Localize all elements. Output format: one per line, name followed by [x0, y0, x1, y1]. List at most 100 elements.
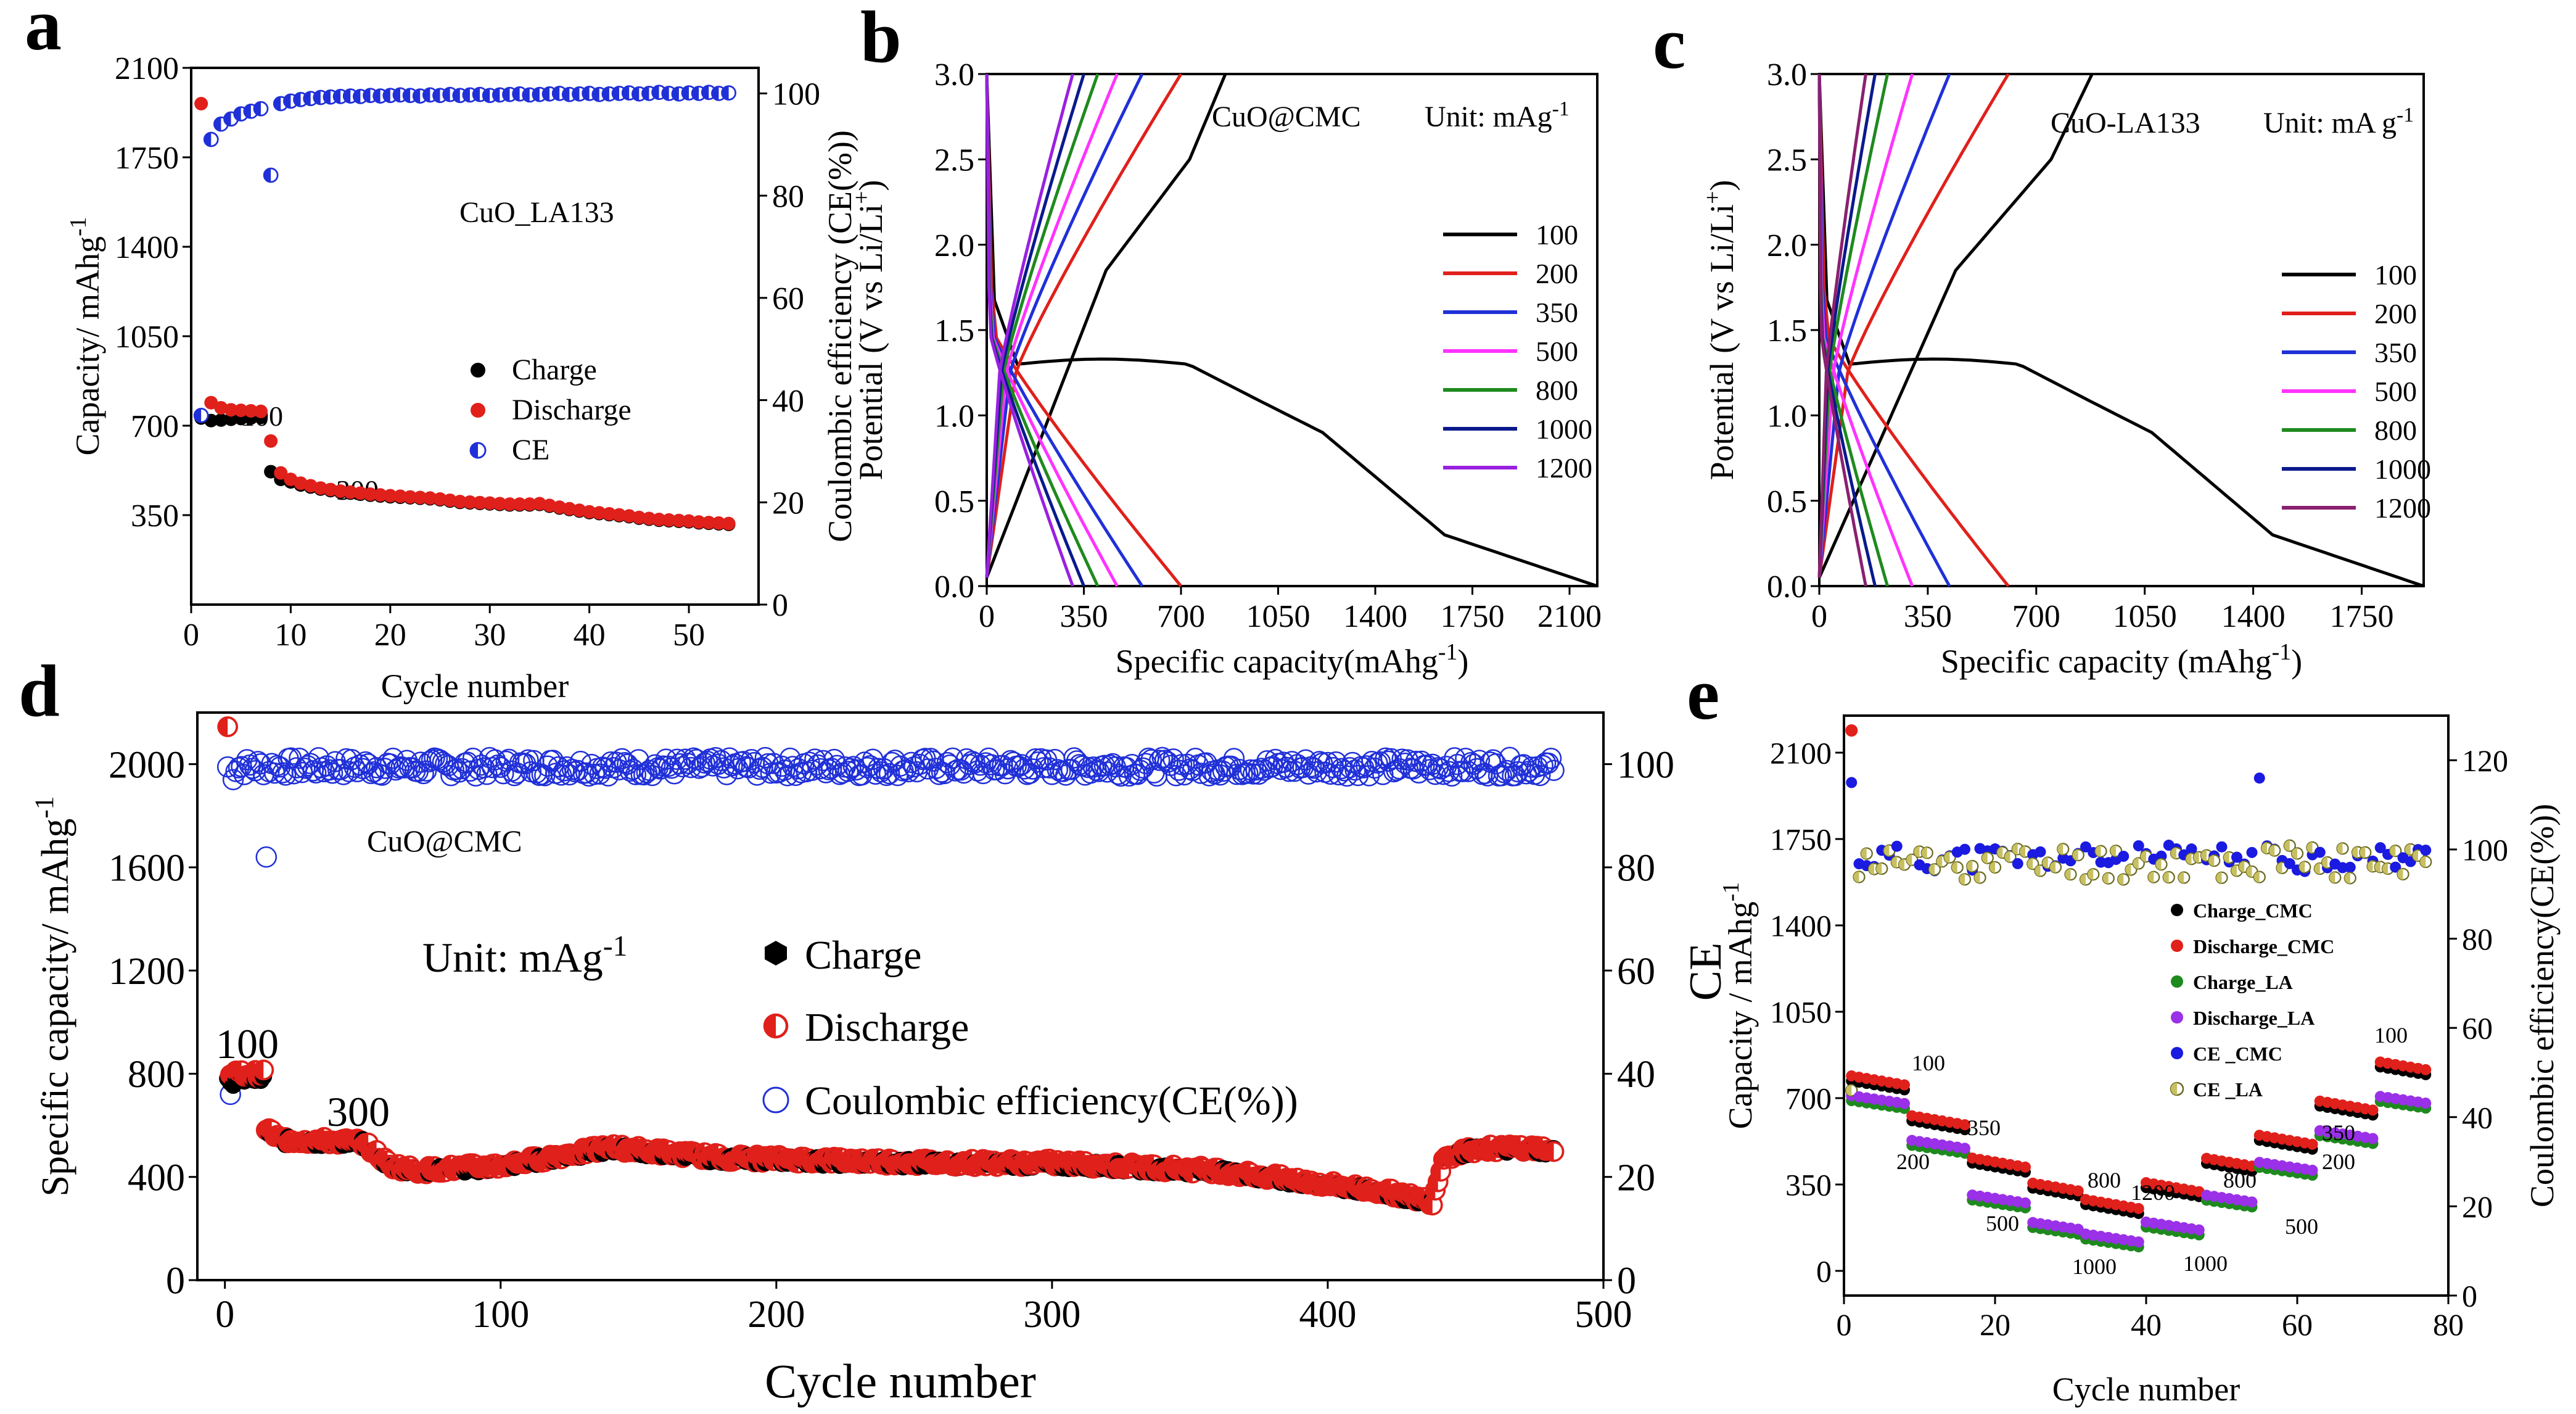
d-ce-point	[360, 763, 382, 785]
e-ce-la-point-half	[2118, 874, 2124, 885]
a-discharge-point	[323, 482, 337, 497]
b-legend-label: 1000	[1536, 413, 1592, 445]
d-ce-point	[1140, 749, 1162, 771]
a-discharge-point	[473, 495, 487, 510]
d-ce-point	[1543, 759, 1565, 781]
a-ce-point-half	[463, 88, 470, 102]
a-discharge-point	[373, 488, 387, 502]
d-ce-point	[1003, 751, 1024, 773]
a-ce-point-half	[592, 88, 599, 102]
a-legend-ce: CE	[512, 434, 549, 466]
e-discharge-cmc-point	[1959, 1119, 1970, 1131]
e-ce-la-point-half	[2405, 843, 2411, 855]
d-y2tick-label: 100	[1617, 744, 1674, 786]
a-annotation: CuO_LA133	[459, 196, 614, 229]
d-xtick-label: 300	[1023, 1294, 1080, 1336]
b-ytick-label: 0.5	[934, 484, 974, 519]
e-ylabel: Capacity / mAhg-1	[1718, 882, 1759, 1129]
e-legend-label: CE _LA	[2193, 1078, 2263, 1101]
e-ce-la-point-half	[2095, 845, 2101, 857]
e-ce-la-point-half	[2163, 872, 2169, 883]
e-ce-cmc-point	[1891, 840, 1903, 852]
d-ce-point	[1356, 755, 1377, 777]
a-ce-point-half	[294, 93, 301, 107]
e-ce-cmc-point	[2390, 861, 2401, 873]
a-discharge-point	[642, 511, 656, 526]
c-xlabel: Specific capacity (mAhg-1)	[1941, 639, 2302, 680]
b-charge-curve-100	[985, 73, 1227, 579]
d-xtick-label: 400	[1299, 1294, 1356, 1336]
d-ce-point	[1165, 765, 1187, 787]
d-y2tick-label: 0	[1617, 1260, 1636, 1302]
a-discharge-point	[433, 492, 447, 506]
e-ce-la-point-half	[2231, 865, 2237, 877]
e-ce-la-point-half	[2020, 846, 2025, 858]
e-ce-la-point-half	[2027, 858, 2033, 870]
e-ce-la-point-half	[2360, 846, 2366, 858]
a-ce-point-half	[553, 86, 560, 101]
c-charge-curve-350	[1817, 73, 1951, 578]
e-legend-label: Discharge_LA	[2193, 1007, 2315, 1029]
b-ytick-label: 1.0	[934, 399, 974, 434]
a-discharge-point	[453, 495, 467, 509]
a-discharge-point	[403, 490, 418, 504]
a-discharge-point	[274, 466, 288, 480]
panel-d: d0 100 200 300 400 50004008001200160020000204…	[19, 650, 1731, 1408]
a-discharge-point	[562, 502, 577, 516]
a-discharge-point	[602, 506, 616, 521]
e-xtick-label: 40	[2131, 1307, 2162, 1342]
a-ce-point-half	[334, 89, 341, 104]
d-legend-discharge: Discharge	[805, 1005, 969, 1050]
e-ce-la-point-half	[1853, 871, 1859, 883]
e-ce-la-point-half	[2208, 855, 2215, 867]
a-xtick-label: 40	[574, 618, 606, 653]
e-ce-la-point-half	[2329, 872, 2335, 883]
b-discharge-curve-1000	[985, 73, 1085, 587]
a-ytick-label: 1050	[115, 320, 179, 355]
d-ce-point	[228, 757, 250, 779]
d-ce-point	[799, 751, 820, 773]
a-xtick-label: 10	[274, 618, 307, 653]
d-ytick-label: 0	[166, 1260, 185, 1302]
e-discharge-cmc-point	[2133, 1202, 2144, 1214]
e-ce-la-point-half	[2088, 869, 2094, 880]
a-discharge-point	[592, 506, 606, 520]
a-xtick-label: 30	[474, 618, 506, 653]
a-legend-ce-marker-half	[471, 443, 478, 458]
e-ce-la-point-half	[2276, 862, 2282, 874]
d-y2tick-label: 80	[1617, 848, 1655, 890]
e-ce-la-point-half	[2133, 858, 2139, 869]
e-ytick-label: 2100	[1770, 736, 1832, 771]
b-xtick-label: 1050	[1246, 599, 1311, 634]
a-y2tick-label: 100	[772, 77, 820, 112]
b-legend-label: 500	[1536, 336, 1578, 367]
b-ytick-label: 2.0	[934, 228, 974, 263]
c-legend-label: 200	[2374, 298, 2417, 329]
d-ce-point	[1264, 748, 1286, 771]
b-charge-curve-500	[985, 73, 1119, 578]
d-ce-point	[255, 846, 278, 868]
e-ce-la-point-half	[2306, 841, 2313, 853]
a-discharge-point	[264, 434, 278, 448]
e-ce-la-point-half	[1883, 845, 1890, 856]
a-discharge-point	[493, 497, 507, 511]
d-xtick-label: 200	[747, 1294, 805, 1336]
e-ce-la-point-half	[1981, 852, 1988, 864]
a-ce-point-half	[662, 86, 669, 101]
a-xtick-label: 0	[183, 618, 199, 653]
e-xtick-label: 80	[2433, 1307, 2464, 1342]
a-discharge-point	[313, 481, 327, 495]
e-discharge-la-point	[2193, 1224, 2205, 1236]
d-ce-point	[895, 759, 917, 780]
e-ytick-label: 350	[1785, 1168, 1832, 1202]
d-discharge-point-half	[254, 1060, 264, 1080]
d-y2tick-label: 20	[1617, 1157, 1655, 1199]
e-legend-label: Charge_LA	[2193, 971, 2293, 993]
e-ce-la-point-half	[2057, 843, 2064, 855]
d-ce-point	[1309, 751, 1330, 772]
d-discharge-point-half	[218, 717, 228, 737]
e-ce-la-point-half	[2141, 851, 2146, 862]
b-xtick-label: 1750	[1441, 599, 1505, 634]
e-ce-la-point-half	[2216, 872, 2222, 883]
e-ce-la-point-half	[2299, 861, 2305, 873]
